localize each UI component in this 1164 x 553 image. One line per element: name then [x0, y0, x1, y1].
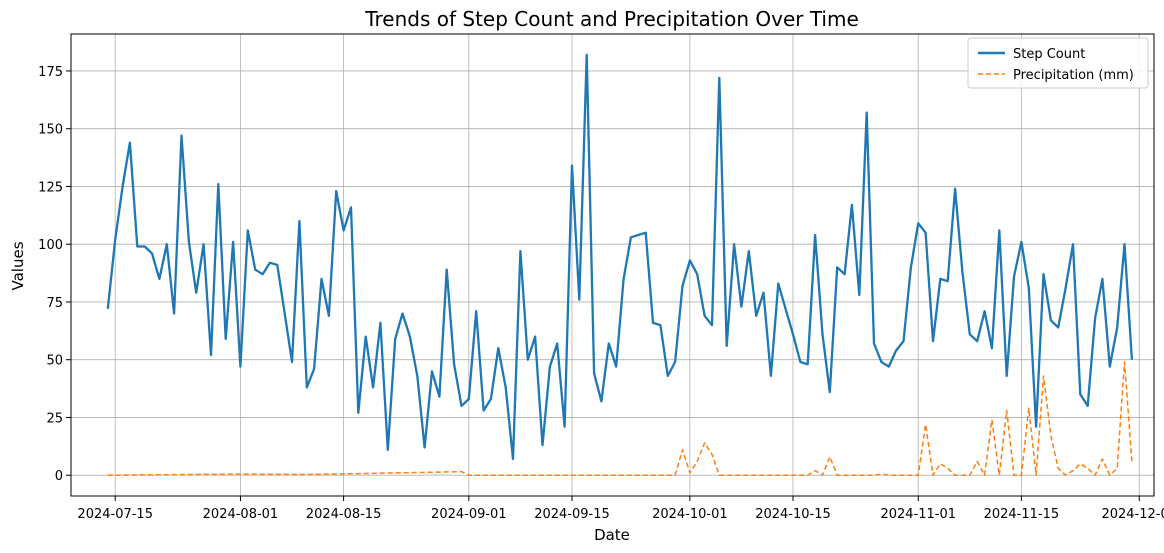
y-tick-label: 125: [38, 180, 63, 195]
legend: Step Count Precipitation (mm): [967, 37, 1149, 89]
y-tick-label: 100: [38, 238, 63, 253]
x-tick-label: 2024-09-01: [431, 507, 507, 522]
y-axis-title: Values: [9, 241, 27, 290]
x-tick-label: 2024-08-01: [203, 507, 279, 522]
x-axis-title: Date: [594, 526, 630, 544]
y-tick-label: 25: [46, 411, 63, 426]
axis-ticks: 2024-07-15 2024-08-01 2024-08-15 2024-09-01…: [38, 65, 1164, 522]
x-tick-label: 2024-07-15: [77, 507, 153, 522]
x-tick-label: 2024-12-01: [1101, 507, 1164, 522]
legend-label-step-count: Step Count: [1013, 47, 1085, 62]
x-tick-label: 2024-10-15: [755, 507, 831, 522]
y-tick-label: 175: [38, 65, 63, 80]
x-tick-label: 2024-09-15: [534, 507, 610, 522]
y-tick-label: 50: [46, 354, 63, 369]
series-lines: [106, 53, 1134, 476]
x-tick-label: 2024-11-01: [880, 507, 956, 522]
legend-label-precipitation: Precipitation (mm): [1013, 68, 1134, 83]
chart-title: Trends of Step Count and Precipitation O…: [364, 7, 859, 31]
y-tick-label: 150: [38, 123, 63, 138]
x-tick-label: 2024-10-01: [652, 507, 728, 522]
series-line-step-count: [106, 53, 1134, 461]
legend-box: [967, 37, 1149, 89]
y-tick-label: 75: [46, 296, 63, 311]
x-tick-label: 2024-11-15: [984, 507, 1060, 522]
y-tick-label: 0: [55, 469, 63, 484]
series-line-precipitation: [107, 361, 1133, 476]
x-tick-label: 2024-08-15: [306, 507, 382, 522]
plot-frame: [70, 33, 1155, 497]
